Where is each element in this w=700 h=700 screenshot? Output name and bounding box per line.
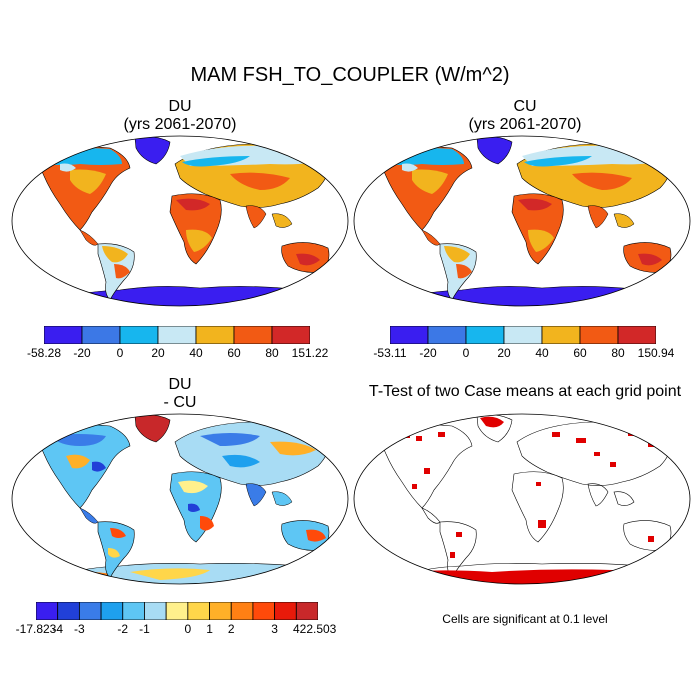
colorbar-cu-swatch-2 [465,326,505,344]
colorbar-du-label-5: 60 [227,346,241,360]
colorbar-du-swatch-2 [119,326,159,344]
colorbar-cu-swatch-0 [390,326,429,344]
colorbar-cu-label-5: 60 [573,346,587,360]
colorbar-du-swatch-5 [233,326,273,344]
significance-note: Cells are significant at 0.1 level [442,612,608,626]
colorbar-du [44,326,310,344]
colorbar-diff-label-8: 3 [271,622,278,636]
panel-cu-title-line1: CU [513,98,537,115]
colorbar-diff-swatch-9 [230,602,254,620]
panel-cu-title-line2: (yrs 2061-2070) [468,116,582,133]
colorbar-diff-label-4: -1 [139,622,150,636]
colorbar-diff-label-10: 22.503 [299,622,337,636]
colorbar-cu-labels: -53.11 -20 0 20 40 60 80 150.94 [373,346,674,362]
colorbar-du-label-3: 20 [151,346,165,360]
colorbar-diff-swatch-6 [165,602,189,620]
colorbar-diff-label-5: 0 [184,622,192,636]
panel-diff-title: DU - CU [60,376,300,412]
colorbar-diff-labels: -17.823 -4 -3 -2 -1 0 1 2 3 4 22.503 [16,622,337,638]
panel-du-title-line2: (yrs 2061-2070) [123,116,237,133]
colorbar-diff-swatch-4 [122,602,145,620]
colorbar-diff-swatch-12 [295,602,318,620]
colorbar-diff-swatch-5 [144,602,167,620]
colorbar-du-label-2: 0 [116,346,124,360]
colorbar-du-labels: -58.28 -20 0 20 40 60 80 151.22 [27,346,328,362]
colorbar-cu-label-0: -53.11 [373,346,407,360]
colorbar-du-label-4: 40 [189,346,203,360]
map-ttest [353,413,691,585]
colorbar-diff [36,602,318,620]
map-du [11,135,349,307]
colorbar-diff-swatch-3 [100,602,124,620]
colorbar-diff-swatch-10 [252,602,276,620]
colorbar-du-swatch-4 [195,326,235,344]
colorbar-du-swatch-0 [44,326,83,344]
colorbar-cu-label-2: 0 [462,346,470,360]
colorbar-du-label-6: 80 [265,346,279,360]
colorbar-diff-swatch-1 [57,602,80,620]
colorbar-cu-swatch-3 [503,326,543,344]
map-cu [353,135,691,307]
colorbar-diff-label-3: -2 [117,622,129,636]
panel-du-title-line1: DU [168,98,192,115]
panel-cu-title: CU (yrs 2061-2070) [405,98,645,134]
colorbar-diff-swatch-8 [209,602,232,620]
colorbar-cu-swatch-1 [427,326,467,344]
colorbar-diff-swatch-11 [274,602,297,620]
colorbar-du-label-1: -20 [73,346,91,360]
colorbar-cu-swatch-4 [541,326,581,344]
colorbar-diff-label-2: -3 [74,622,85,636]
map-difference [11,413,349,585]
colorbar-cu [390,326,656,344]
colorbar-cu-label-3: 20 [497,346,511,360]
panel-du-title: DU (yrs 2061-2070) [60,98,300,134]
colorbar-cu-swatch-5 [579,326,619,344]
colorbar-diff-swatch-2 [78,602,102,620]
panel-ttest-title: T-Test of two Case means at each grid po… [368,383,682,400]
colorbar-cu-label-7: 150.94 [637,346,675,360]
colorbar-cu-label-4: 40 [535,346,549,360]
colorbar-diff-label-7: 2 [227,622,235,636]
colorbar-diff-swatch-7 [187,602,210,620]
colorbar-du-label-0: -58.28 [26,346,62,360]
colorbar-diff-label-1: -4 [52,622,64,636]
main-title: MAM FSH_TO_COUPLER (W/m^2) [190,64,510,86]
colorbar-du-swatch-6 [271,326,310,344]
colorbar-du-label-7: 151.22 [291,346,329,360]
colorbar-cu-label-1: -20 [419,346,437,360]
colorbar-diff-swatch-0 [36,602,59,620]
colorbar-du-swatch-3 [157,326,197,344]
colorbar-diff-label-0: -17.823 [15,622,57,636]
colorbar-diff-label-6: 1 [206,622,213,636]
colorbar-du-swatch-1 [81,326,121,344]
colorbar-diff-label-9: 4 [292,622,300,636]
panel-diff-title-line2: - CU [163,394,197,411]
panel-diff-title-line1: DU [168,376,192,393]
colorbar-cu-label-6: 80 [611,346,625,360]
colorbar-cu-swatch-6 [617,326,656,344]
